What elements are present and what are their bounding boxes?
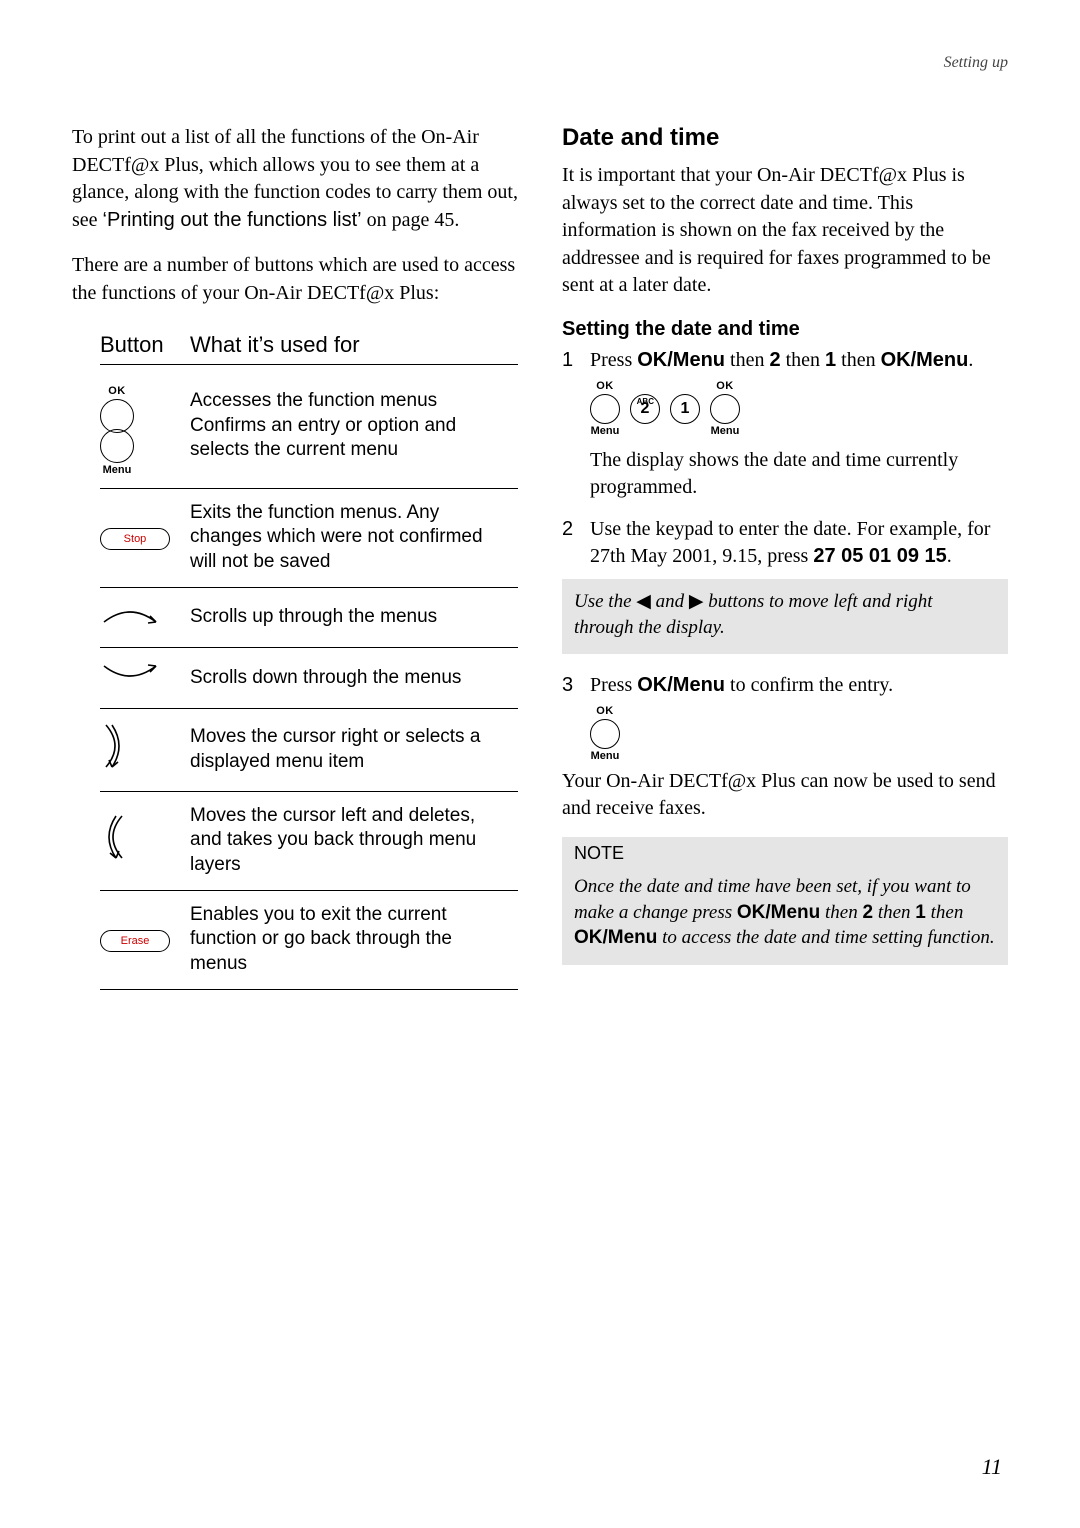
table-row: Moves the cursor left and deletes, and t… bbox=[100, 791, 518, 890]
keypad-1-icon: 1 bbox=[670, 394, 700, 424]
note-label: NOTE bbox=[562, 837, 1008, 864]
button-usage-table: Button What it’s used for OK Menu Access… bbox=[100, 326, 518, 990]
link-printing-functions-list: ‘Printing out the functions list’ bbox=[103, 209, 362, 231]
text: . bbox=[947, 545, 952, 567]
left-column: To print out a list of all the functions… bbox=[72, 124, 518, 990]
two-column-layout: To print out a list of all the functions… bbox=[72, 124, 1008, 990]
subheading-setting-date-time: Setting the date and time bbox=[562, 318, 1008, 341]
running-header: Setting up bbox=[944, 54, 1008, 72]
table-row: OK Menu Accesses the function menus Conf… bbox=[100, 364, 518, 488]
text: and bbox=[651, 591, 689, 612]
table-row: Scrolls up through the menus bbox=[100, 587, 518, 648]
ok-menu-button-icon: OKMenu bbox=[710, 381, 740, 437]
table-row: Erase Enables you to exit the current fu… bbox=[100, 890, 518, 989]
kw-ok-menu: OK/Menu bbox=[881, 349, 969, 371]
ok-menu-button-icon: OKMenu bbox=[590, 706, 620, 762]
step-number: 1 bbox=[562, 347, 580, 375]
tip-box: Use the ◀ and ▶ buttons to move left and… bbox=[562, 579, 1008, 654]
keypad-2-icon: 2ABC bbox=[630, 394, 660, 424]
cursor-right-icon bbox=[100, 721, 128, 771]
table-row: Stop Exits the function menus. Any chang… bbox=[100, 488, 518, 587]
note-box: Once the date and time have been set, if… bbox=[562, 864, 1008, 965]
closing-paragraph: Your On-Air DECTf@x Plus can now be used… bbox=[562, 768, 1008, 823]
intro-paragraph-1: To print out a list of all the functions… bbox=[72, 124, 518, 234]
kw-1: 1 bbox=[915, 902, 926, 923]
table-row: Moves the cursor right or selects a disp… bbox=[100, 709, 518, 792]
table-cell-desc: Scrolls up through the menus bbox=[190, 587, 518, 648]
table-cell-desc: Moves the cursor right or selects a disp… bbox=[190, 709, 518, 792]
table-row: Scrolls down through the menus bbox=[100, 648, 518, 709]
table-cell-desc: Moves the cursor left and deletes, and t… bbox=[190, 791, 518, 890]
kw-ok-menu: OK/Menu bbox=[637, 349, 725, 371]
text: . bbox=[968, 349, 973, 371]
text: Press bbox=[590, 349, 637, 371]
step-text: Use the keypad to enter the date. For ex… bbox=[590, 516, 1008, 571]
step-2: 2 Use the keypad to enter the date. For … bbox=[562, 516, 1008, 571]
ok-menu-button-icon: OKMenu bbox=[590, 381, 620, 437]
scroll-up-icon bbox=[100, 600, 160, 628]
kw-2: 2 bbox=[862, 902, 873, 923]
kw-2: 2 bbox=[769, 349, 780, 371]
table-header-usage: What it’s used for bbox=[190, 326, 518, 365]
text: Press bbox=[590, 674, 637, 696]
text: then bbox=[836, 349, 880, 371]
right-triangle-icon: ▶ bbox=[689, 591, 704, 612]
ok-menu-icon-row: OKMenu bbox=[590, 706, 1008, 762]
text: then bbox=[781, 349, 825, 371]
text: then bbox=[926, 902, 963, 923]
step-result-text: The display shows the date and time curr… bbox=[590, 447, 1008, 502]
table-cell-desc: Exits the function menus. Any changes wh… bbox=[190, 488, 518, 587]
date-time-intro: It is important that your On-Air DECTf@x… bbox=[562, 162, 1008, 300]
step-text: Press OK/Menu then 2 then 1 then OK/Menu… bbox=[590, 347, 1008, 375]
step-number: 3 bbox=[562, 672, 580, 700]
text: then bbox=[820, 902, 862, 923]
step-number: 2 bbox=[562, 516, 580, 571]
scroll-down-icon bbox=[100, 660, 160, 688]
ok-menu-button-icon: OK Menu bbox=[100, 386, 134, 476]
text: to access the date and time setting func… bbox=[657, 927, 994, 948]
table-cell-desc: Accesses the function menus Confirms an … bbox=[190, 364, 518, 488]
kw-date-code: 27 05 01 09 15 bbox=[813, 545, 946, 567]
step-3: 3 Press OK/Menu to confirm the entry. bbox=[562, 672, 1008, 700]
text: then bbox=[725, 349, 769, 371]
intro-paragraph-2: There are a number of buttons which are … bbox=[72, 252, 518, 307]
kw-ok-menu: OK/Menu bbox=[637, 674, 725, 696]
cursor-left-icon bbox=[100, 812, 128, 862]
stop-button-icon: Stop bbox=[100, 528, 170, 550]
text: on page 45. bbox=[362, 209, 460, 231]
text: then bbox=[873, 902, 915, 923]
right-column: Date and time It is important that your … bbox=[562, 124, 1008, 990]
table-cell-desc: Enables you to exit the current function… bbox=[190, 890, 518, 989]
text: to confirm the entry. bbox=[725, 674, 893, 696]
button-sequence-icons: OKMenu 2ABC 1 OKMenu bbox=[590, 381, 1008, 437]
step-text: Press OK/Menu to confirm the entry. bbox=[590, 672, 1008, 700]
kw-ok-menu: OK/Menu bbox=[737, 902, 820, 923]
section-heading-date-time: Date and time bbox=[562, 124, 1008, 152]
kw-ok-menu: OK/Menu bbox=[574, 927, 657, 948]
text: Use the bbox=[574, 591, 636, 612]
kw-1: 1 bbox=[825, 349, 836, 371]
page-number: 11 bbox=[982, 1454, 1002, 1480]
left-triangle-icon: ◀ bbox=[636, 591, 651, 612]
table-header-button: Button bbox=[100, 326, 190, 365]
erase-button-icon: Erase bbox=[100, 930, 170, 952]
table-cell-desc: Scrolls down through the menus bbox=[190, 648, 518, 709]
step-1: 1 Press OK/Menu then 2 then 1 then OK/Me… bbox=[562, 347, 1008, 375]
